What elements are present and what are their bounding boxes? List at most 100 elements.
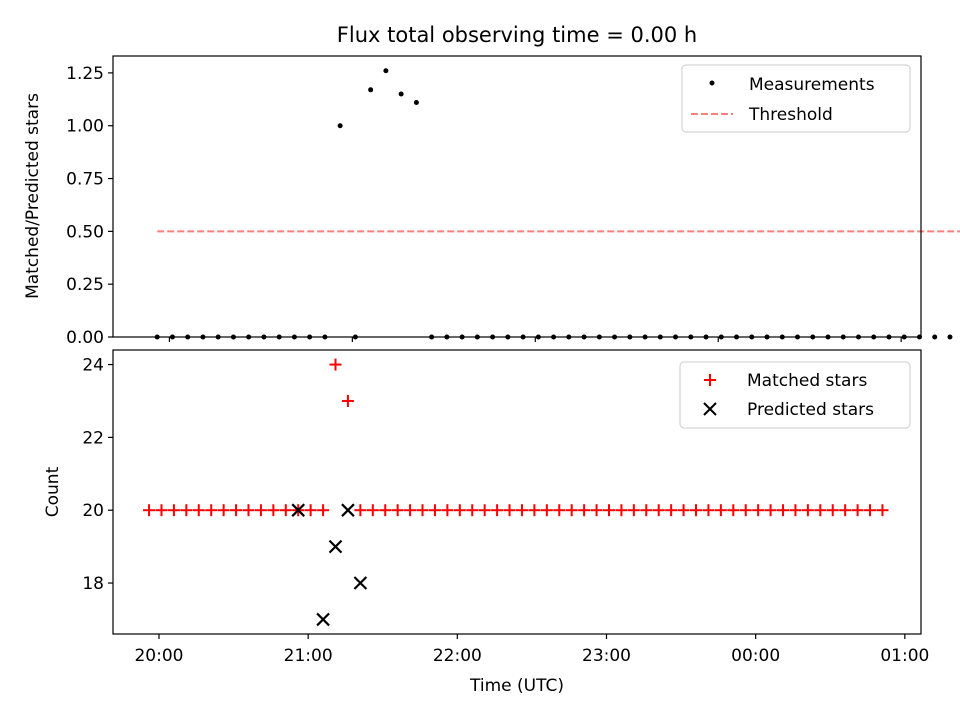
bottom-y-tick-label: 20 [82,501,104,521]
matched-star-point [329,358,342,371]
legend-measurements-label: Measurements [749,75,875,95]
matched-star-point [267,504,280,517]
measurement-point [337,123,343,129]
bottom-y-tick-label: 18 [82,574,104,594]
matched-star-point [565,504,578,517]
matched-star-point [428,504,441,517]
matched-star-point [602,504,615,517]
matched-star-point [441,504,454,517]
matched-star-point [752,504,765,517]
matched-star-point [665,504,678,517]
top-x-ticks [168,337,902,342]
top-legend: Measurements Threshold [681,64,911,133]
matched-star-point [453,504,466,517]
measurement-point [383,68,389,74]
matched-star-point [702,504,715,517]
matched-star-point [789,504,802,517]
matched-star-point [553,504,566,517]
matched-star-point [143,504,156,517]
matched-star-point [528,504,541,517]
matched-star-point [764,504,777,517]
legend-threshold-label: Threshold [748,105,833,125]
bottom-y-tick-label: 22 [82,428,104,448]
matched-star-point [341,394,354,407]
matched-star-point [205,504,218,517]
matched-star-point [491,504,504,517]
bottom-x-tick-label: 21:00 [284,646,333,666]
bottom-x-tick-label: 20:00 [134,646,183,666]
bottom-axes-frame [112,349,922,635]
bottom-legend-box [679,361,911,429]
bottom-x-tick-label: 23:00 [582,646,631,666]
legend-predicted-stars-marker [703,402,717,416]
matched-star-point [814,504,827,517]
matched-star-point [839,504,852,517]
legend-matched-stars-label: Matched stars [747,371,867,391]
matched-star-point [192,504,205,517]
matched-star-point [167,504,180,517]
bottom-legend: Matched stars Predicted stars [679,361,911,429]
matched-star-point [627,504,640,517]
measurement-point [398,91,404,97]
top-y-tick-label: 1.00 [66,117,104,137]
matched-star-point [578,504,591,517]
matched-star-point [826,504,839,517]
matched-star-point [864,504,877,517]
matched-star-point [217,504,230,517]
matched-star-point [640,504,653,517]
bottom-x-ticks: 20:00 21:00 22:00 23:00 00:00 01:00 [134,634,929,666]
bottom-y-ticks: 18 20 22 24 [82,356,113,594]
matched-star-point [677,504,690,517]
bottom-x-tick-label: 00:00 [731,646,780,666]
matched-star-point [366,504,379,517]
top-y-tick-label: 0.50 [66,222,104,242]
matched-star-point [590,504,603,517]
matched-star-point [503,504,516,517]
bottom-x-tick-label: 22:00 [433,646,482,666]
measurement-point [368,87,374,93]
predicted-star-point [316,612,330,627]
measurement-point [413,99,419,105]
matched-star-point [727,504,740,517]
matched-star-point [391,504,404,517]
matched-star-point [690,504,703,517]
matched-star-point [242,504,255,517]
top-legend-box [681,64,911,133]
matched-star-point [478,504,491,517]
matched-star-point [801,504,814,517]
top-y-tick-label: 0.25 [66,275,104,295]
chart-title: Flux total observing time = 0.00 h [337,23,697,47]
matched-star-point [317,504,330,517]
matched-star-point [515,504,528,517]
predicted-star-point [328,539,343,554]
matched-star-point [876,504,889,517]
matched-star-point [714,504,727,517]
matched-star-point [180,504,193,517]
legend-measurements-marker [709,80,715,86]
bottom-y-tick-label: 24 [82,356,104,376]
matched-star-point [155,504,168,517]
top-y-ticks: 0.00 0.25 0.50 0.75 1.00 1.25 [66,64,113,348]
legend-matched-stars-marker [704,374,716,386]
matched-star-point [254,504,267,517]
top-y-axis-label: Matched/Predicted stars [23,93,43,299]
matched-star-point [354,504,367,517]
matched-star-point [230,504,243,517]
matched-star-point [404,504,417,517]
predicted-star-point [353,576,368,590]
top-plot-area [154,68,960,340]
matched-star-point [777,504,790,517]
matched-star-point [466,504,479,517]
matched-star-point [540,504,553,517]
matched-star-point [615,504,628,517]
matched-star-point [739,504,752,517]
matched-star-point [379,504,392,517]
predicted-star-point [341,503,355,517]
measurement-point [947,334,953,340]
top-y-tick-label: 0.00 [66,328,104,348]
top-y-tick-label: 0.75 [66,170,104,190]
top-axes-frame [112,55,922,338]
matched-star-point [416,504,429,517]
bottom-plot-area [143,358,889,627]
